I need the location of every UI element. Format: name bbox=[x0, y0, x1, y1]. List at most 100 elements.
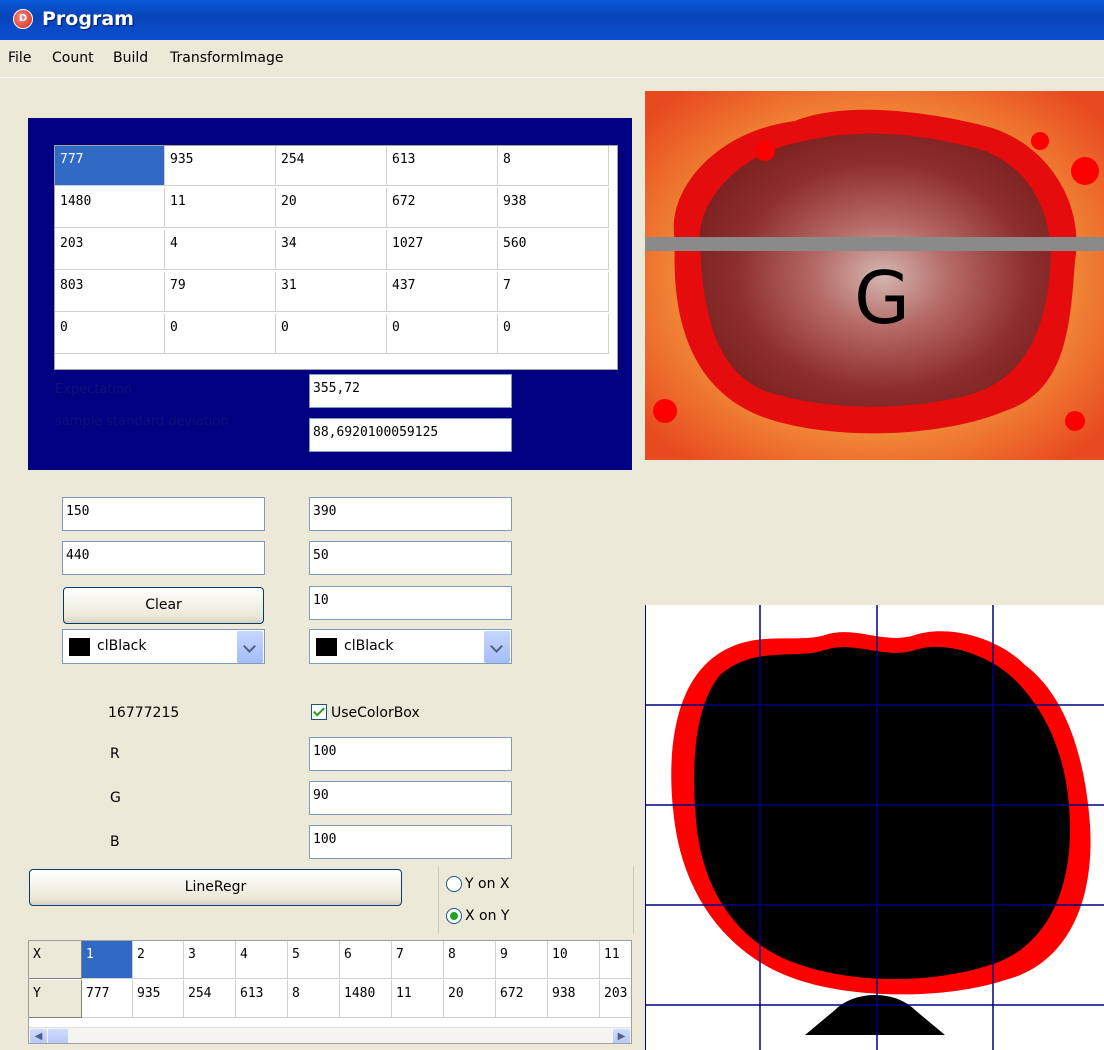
menu-build[interactable]: Build bbox=[113, 50, 149, 66]
x-row-header: X bbox=[29, 941, 82, 979]
x-cell[interactable]: 11 bbox=[600, 941, 631, 979]
matrix-cell[interactable]: 1480 bbox=[55, 188, 165, 228]
color-box-left-value: clBlack bbox=[97, 638, 147, 654]
color-box-left[interactable]: clBlack bbox=[62, 629, 265, 664]
image-letter: G bbox=[854, 256, 910, 340]
line-regr-button[interactable]: LineRegr bbox=[29, 869, 402, 906]
matrix-cell[interactable]: 0 bbox=[498, 314, 609, 354]
matrix-cell[interactable]: 613 bbox=[387, 146, 498, 186]
y-cell[interactable]: 203 bbox=[600, 980, 631, 1018]
std-dev-field[interactable]: 88,6920100059125 bbox=[309, 418, 512, 452]
expectation-field[interactable]: 355,72 bbox=[309, 374, 512, 408]
param-field-right-3[interactable]: 10 bbox=[309, 586, 512, 620]
regression-group bbox=[438, 866, 634, 934]
menu-transform-image[interactable]: TransformImage bbox=[170, 50, 284, 66]
processed-image-bottom bbox=[645, 605, 1104, 1050]
matrix-cell[interactable]: 938 bbox=[498, 188, 609, 228]
x-cell[interactable]: 3 bbox=[184, 941, 236, 979]
processed-image-top: G bbox=[645, 91, 1104, 460]
x-cell[interactable]: 10 bbox=[548, 941, 600, 979]
y-cell[interactable]: 20 bbox=[444, 980, 496, 1018]
matrix-cell[interactable]: 31 bbox=[276, 272, 387, 312]
param-field-right-2[interactable]: 50 bbox=[309, 541, 512, 575]
matrix-cell[interactable]: 0 bbox=[387, 314, 498, 354]
menu-count[interactable]: Count bbox=[52, 50, 94, 66]
x-cell[interactable]: 1 bbox=[82, 941, 133, 979]
x-cell[interactable]: 2 bbox=[133, 941, 184, 979]
color-swatch bbox=[316, 638, 337, 656]
matrix-cell[interactable]: 79 bbox=[165, 272, 276, 312]
y-cell[interactable]: 8 bbox=[288, 980, 340, 1018]
y-on-x-radio[interactable] bbox=[446, 876, 462, 892]
heat-image: G bbox=[645, 91, 1104, 460]
title-bar: D Program bbox=[0, 0, 1104, 40]
y-cell[interactable]: 777 bbox=[82, 980, 133, 1018]
x-on-y-radio[interactable] bbox=[446, 908, 462, 924]
x-cell[interactable]: 7 bbox=[392, 941, 444, 979]
y-cell[interactable]: 613 bbox=[236, 980, 288, 1018]
std-dev-label: sample standard deviation bbox=[55, 414, 229, 429]
x-on-y-label[interactable]: X on Y bbox=[465, 908, 510, 924]
matrix-cell[interactable]: 935 bbox=[165, 146, 276, 186]
y-cell[interactable]: 935 bbox=[133, 980, 184, 1018]
r-label: R bbox=[110, 746, 120, 762]
horizontal-scrollbar[interactable]: ◀ ▶ bbox=[29, 1027, 631, 1043]
param-field-left-1[interactable]: 150 bbox=[62, 497, 265, 531]
chevron-down-icon[interactable] bbox=[237, 631, 263, 663]
y-cell[interactable]: 1480 bbox=[340, 980, 392, 1018]
y-cell[interactable]: 672 bbox=[496, 980, 548, 1018]
x-cell[interactable]: 5 bbox=[288, 941, 340, 979]
matrix-cell[interactable]: 1027 bbox=[387, 230, 498, 270]
matrix-cell[interactable]: 560 bbox=[498, 230, 609, 270]
menu-bar: File Count Build TransformImage bbox=[0, 40, 1104, 78]
matrix-cell[interactable]: 437 bbox=[387, 272, 498, 312]
y-cell[interactable]: 938 bbox=[548, 980, 600, 1018]
matrix-cell[interactable]: 203 bbox=[55, 230, 165, 270]
matrix-cell[interactable]: 20 bbox=[276, 188, 387, 228]
clear-button[interactable]: Clear bbox=[63, 587, 264, 624]
scroll-left-icon[interactable]: ◀ bbox=[30, 1029, 47, 1043]
window-title: Program bbox=[42, 8, 134, 30]
x-cell[interactable]: 6 bbox=[340, 941, 392, 979]
g-field[interactable]: 90 bbox=[309, 781, 512, 815]
param-field-right-1[interactable]: 390 bbox=[309, 497, 512, 531]
x-cell[interactable]: 8 bbox=[444, 941, 496, 979]
matrix-cell[interactable]: 803 bbox=[55, 272, 165, 312]
matrix-cell[interactable]: 777 bbox=[55, 146, 165, 186]
app-icon[interactable]: D bbox=[13, 9, 33, 29]
x-cell[interactable]: 4 bbox=[236, 941, 288, 979]
matrix-cell[interactable]: 11 bbox=[165, 188, 276, 228]
matrix-cell[interactable]: 7 bbox=[498, 272, 609, 312]
param-field-left-2[interactable]: 440 bbox=[62, 541, 265, 575]
gray-stripe bbox=[645, 237, 1104, 251]
color-box-right[interactable]: clBlack bbox=[309, 629, 512, 664]
matrix-cell[interactable]: 4 bbox=[165, 230, 276, 270]
chevron-down-icon[interactable] bbox=[484, 631, 510, 663]
matrix-cell[interactable]: 0 bbox=[55, 314, 165, 354]
matrix-grid[interactable]: 777 935 254 613 8 1480 11 20 672 938 203… bbox=[54, 145, 618, 370]
r-field[interactable]: 100 bbox=[309, 737, 512, 771]
matrix-cell[interactable]: 34 bbox=[276, 230, 387, 270]
y-on-x-label[interactable]: Y on X bbox=[465, 876, 510, 892]
use-color-box-label[interactable]: UseColorBox bbox=[331, 705, 420, 721]
color-box-right-value: clBlack bbox=[344, 638, 394, 654]
x-cell[interactable]: 9 bbox=[496, 941, 548, 979]
menu-file[interactable]: File bbox=[8, 50, 32, 66]
scroll-right-icon[interactable]: ▶ bbox=[613, 1029, 630, 1043]
scroll-thumb[interactable] bbox=[48, 1029, 68, 1043]
color-value-label: 16777215 bbox=[108, 705, 180, 721]
y-row-header: Y bbox=[29, 980, 82, 1018]
b-field[interactable]: 100 bbox=[309, 825, 512, 859]
use-color-box-checkbox[interactable] bbox=[311, 704, 327, 720]
xy-data-grid[interactable]: X Y 1 2 3 4 5 6 7 8 9 10 11 777 935 254 … bbox=[28, 940, 632, 1044]
color-swatch bbox=[69, 638, 90, 656]
blob-image bbox=[645, 605, 1104, 1050]
b-label: B bbox=[110, 834, 120, 850]
matrix-cell[interactable]: 672 bbox=[387, 188, 498, 228]
matrix-cell[interactable]: 0 bbox=[165, 314, 276, 354]
y-cell[interactable]: 11 bbox=[392, 980, 444, 1018]
matrix-cell[interactable]: 254 bbox=[276, 146, 387, 186]
matrix-cell[interactable]: 8 bbox=[498, 146, 609, 186]
matrix-cell[interactable]: 0 bbox=[276, 314, 387, 354]
y-cell[interactable]: 254 bbox=[184, 980, 236, 1018]
